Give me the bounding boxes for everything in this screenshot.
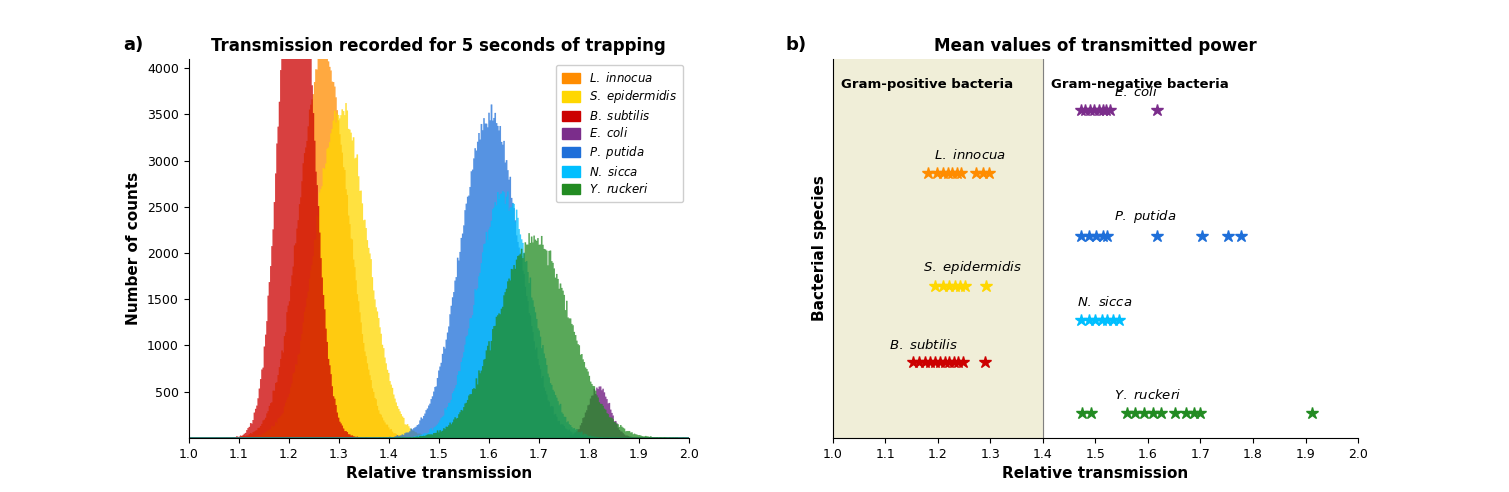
- Y-axis label: Bacterial species: Bacterial species: [812, 176, 827, 321]
- Polygon shape: [189, 103, 690, 438]
- Bar: [833, 59, 1043, 438]
- Text: $\bf{\it{L.\ innocua}}$: $\bf{\it{L.\ innocua}}$: [934, 148, 1005, 162]
- Polygon shape: [189, 387, 690, 438]
- Polygon shape: [189, 45, 690, 438]
- Text: Gram-positive bacteria: Gram-positive bacteria: [841, 78, 1013, 91]
- Text: a): a): [124, 36, 143, 54]
- Legend: $\it{L.\ innocua}$, $\it{S.\ epidermidis}$, $\it{B.\ subtilis}$, $\it{E.\ coli}$: $\it{L.\ innocua}$, $\it{S.\ epidermidis…: [557, 65, 684, 202]
- Title: Transmission recorded for 5 seconds of trapping: Transmission recorded for 5 seconds of t…: [211, 37, 665, 55]
- Y-axis label: Number of counts: Number of counts: [127, 172, 142, 325]
- Title: Mean values of transmitted power: Mean values of transmitted power: [934, 37, 1257, 55]
- Polygon shape: [189, 0, 690, 438]
- Text: $\bf{\it{N.\ sicca}}$: $\bf{\it{N.\ sicca}}$: [1077, 296, 1132, 309]
- Text: $\bf{\it{S.\ epidermidis}}$: $\bf{\it{S.\ epidermidis}}$: [924, 259, 1022, 276]
- X-axis label: Relative transmission: Relative transmission: [346, 466, 533, 481]
- X-axis label: Relative transmission: Relative transmission: [1002, 466, 1189, 481]
- Polygon shape: [189, 191, 690, 438]
- Text: $\bf{\it{Y.\ ruckeri}}$: $\bf{\it{Y.\ ruckeri}}$: [1114, 388, 1182, 402]
- Text: $\bf{\it{B.\ subtilis}}$: $\bf{\it{B.\ subtilis}}$: [889, 338, 958, 352]
- Polygon shape: [189, 105, 690, 438]
- Polygon shape: [189, 233, 690, 438]
- Text: $\bf{\it{P.\ putida}}$: $\bf{\it{P.\ putida}}$: [1114, 208, 1176, 225]
- Text: Gram-negative bacteria: Gram-negative bacteria: [1050, 78, 1228, 91]
- Text: $\bf{\it{E.\ coli}}$: $\bf{\it{E.\ coli}}$: [1114, 85, 1157, 99]
- Text: b): b): [785, 36, 806, 54]
